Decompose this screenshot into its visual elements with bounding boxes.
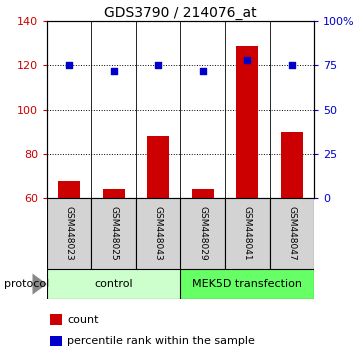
Bar	[225, 198, 270, 269]
Bar	[180, 269, 314, 299]
Bar	[47, 198, 91, 269]
Bar	[270, 198, 314, 269]
Polygon shape	[32, 274, 47, 295]
Bar	[91, 198, 136, 269]
Bar	[49, 336, 62, 346]
Point	[66, 63, 72, 68]
Point	[289, 63, 295, 68]
Bar	[103, 189, 125, 198]
Text: GSM448023: GSM448023	[65, 206, 74, 261]
Text: protocol: protocol	[4, 279, 49, 289]
Point	[244, 57, 250, 63]
Text: GSM448025: GSM448025	[109, 206, 118, 261]
Bar	[280, 132, 303, 198]
Point	[111, 68, 117, 74]
Text: GSM448029: GSM448029	[198, 206, 207, 261]
Point	[200, 68, 206, 74]
Bar	[58, 181, 80, 198]
Bar	[192, 189, 214, 198]
Text: percentile rank within the sample: percentile rank within the sample	[67, 336, 255, 346]
Bar	[147, 136, 169, 198]
Point	[155, 63, 161, 68]
Text: count: count	[67, 315, 99, 325]
Text: GSM448047: GSM448047	[287, 206, 296, 261]
Bar	[49, 314, 62, 325]
Bar	[236, 46, 258, 198]
Bar	[47, 269, 180, 299]
Title: GDS3790 / 214076_at: GDS3790 / 214076_at	[104, 6, 257, 20]
Text: control: control	[95, 279, 133, 289]
Bar	[180, 198, 225, 269]
Text: GSM448043: GSM448043	[154, 206, 163, 261]
Bar	[136, 198, 180, 269]
Text: MEK5D transfection: MEK5D transfection	[192, 279, 302, 289]
Text: GSM448041: GSM448041	[243, 206, 252, 261]
